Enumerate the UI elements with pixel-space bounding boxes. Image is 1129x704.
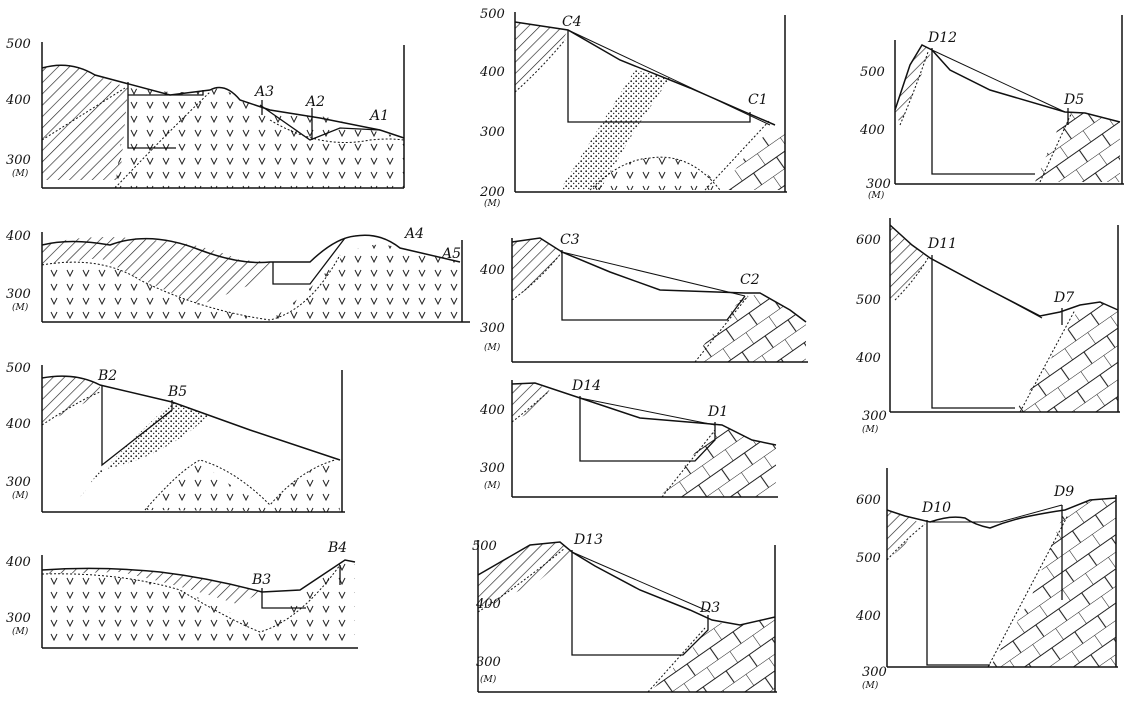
tick-label: 500: [6, 361, 31, 376]
unit-label: (M): [868, 190, 885, 201]
unit-label: (M): [12, 302, 29, 313]
section-d13-d3: 500 400 300 (M) D13 D3: [472, 532, 777, 693]
tick-label: 300: [480, 321, 505, 336]
tick-label: 400: [5, 417, 31, 432]
tick-label: 300: [6, 153, 31, 168]
tick-label: 300: [480, 461, 505, 476]
point-label: D13: [573, 532, 603, 548]
tick-label: 300: [866, 177, 891, 192]
point-label: B3: [251, 572, 271, 588]
tick-label: 200: [479, 185, 505, 200]
point-label: A1: [368, 108, 389, 124]
section-c4-c1: 500 400 300 200 (M) C4 C1: [479, 7, 787, 209]
unit-label: (M): [12, 168, 29, 179]
point-label: A3: [253, 84, 274, 100]
section-b2-b5: 500 400 300 (M) B2 B5: [5, 361, 345, 513]
section-d11-d7: 600 500 400 300 (M) D11 D7: [855, 218, 1120, 435]
tick-label: 400: [855, 609, 881, 624]
point-label: D11: [927, 236, 957, 252]
point-label: C4: [562, 14, 582, 30]
tick-label: 600: [856, 493, 881, 508]
tick-label: 400: [5, 555, 31, 570]
tick-label: 400: [859, 123, 885, 138]
tick-label: 500: [472, 539, 497, 554]
tick-label: 400: [5, 93, 31, 108]
unit-label: (M): [484, 342, 501, 353]
point-label: B5: [167, 384, 187, 400]
tick-label: 500: [860, 65, 885, 80]
point-label: C2: [740, 272, 760, 288]
section-d14-d1: 400 300 (M) D14 D1: [479, 378, 778, 498]
unit-label: (M): [862, 424, 879, 435]
tick-label: 400: [479, 263, 505, 278]
section-a4-a5: 400 300 (M) A4 A5: [5, 226, 470, 323]
tick-label: 300: [862, 665, 887, 680]
section-a1-a3: 500 400 300 (M) A3 A2 A1: [5, 37, 405, 189]
tick-label: 600: [856, 233, 881, 248]
section-d10-d9: 600 500 400 300 (M) D10 D9: [855, 468, 1118, 691]
tick-label: 300: [6, 287, 31, 302]
point-label: A5: [440, 246, 461, 262]
point-label: B2: [97, 368, 117, 384]
unit-label: (M): [484, 480, 501, 491]
tick-label: 400: [479, 65, 505, 80]
tick-label: 400: [855, 351, 881, 366]
point-label: D12: [927, 30, 957, 46]
point-label: D5: [1063, 92, 1084, 108]
point-label: D1: [707, 404, 728, 420]
point-label: B4: [327, 540, 347, 556]
unit-label: (M): [480, 674, 497, 685]
section-b3-b4: 400 300 (M) B3 B4: [5, 540, 358, 649]
tick-label: 500: [856, 293, 881, 308]
point-label: D10: [921, 500, 951, 516]
tick-label: 300: [862, 409, 887, 424]
section-c3-c2: 400 300 (M) C3 C2: [479, 232, 808, 363]
point-label: C3: [560, 232, 580, 248]
tick-label: 400: [5, 229, 31, 244]
unit-label: (M): [862, 680, 879, 691]
point-label: C1: [748, 92, 768, 108]
point-label: D14: [571, 378, 601, 394]
tick-label: 400: [479, 403, 505, 418]
tick-label: 500: [480, 7, 505, 22]
unit-label: (M): [484, 198, 501, 209]
tick-label: 300: [480, 125, 505, 140]
tick-label: 300: [6, 475, 31, 490]
point-label: D9: [1053, 484, 1074, 500]
tick-label: 300: [476, 655, 501, 670]
point-label: D7: [1053, 290, 1074, 306]
tick-label: 500: [6, 37, 31, 52]
tick-label: 400: [475, 597, 501, 612]
point-label: A2: [304, 94, 325, 110]
point-label: D3: [699, 600, 720, 616]
unit-label: (M): [12, 626, 29, 637]
tick-label: 500: [856, 551, 881, 566]
point-label: A4: [403, 226, 424, 242]
tick-label: 300: [6, 611, 31, 626]
unit-label: (M): [12, 490, 29, 501]
section-d12-d5: 500 400 300 (M) D12 D5: [859, 15, 1124, 201]
